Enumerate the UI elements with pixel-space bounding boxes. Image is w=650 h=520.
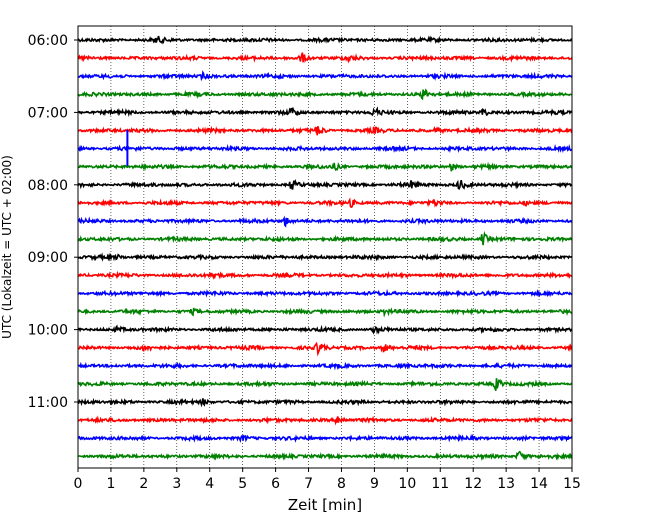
x-tick-label: 13	[497, 476, 515, 492]
x-tick-label: 14	[530, 476, 548, 492]
x-tick-label: 0	[74, 476, 83, 492]
x-tick-label: 6	[271, 476, 280, 492]
trace-line	[77, 106, 573, 118]
x-axis: 0 1 2 3 4 5 6 7 8 9 10 11 12 13 14 15	[74, 468, 581, 492]
y-tick-label: 10:00	[28, 323, 68, 339]
x-tick-label: 9	[370, 476, 379, 492]
trace-line	[77, 70, 573, 82]
x-tick-label: 15	[563, 476, 581, 492]
trace-line	[78, 415, 573, 426]
x-tick-label: 3	[172, 476, 181, 492]
trace-line	[77, 341, 573, 357]
y-tick-label: 09:00	[28, 250, 68, 266]
trace-line	[77, 433, 573, 443]
trace-line	[77, 270, 573, 280]
trace-group	[77, 35, 573, 461]
trace-line	[77, 450, 573, 461]
x-tick-label: 10	[398, 476, 416, 492]
x-tick-label: 11	[431, 476, 449, 492]
x-tick-label: 5	[238, 476, 247, 492]
trace-line	[77, 215, 573, 228]
trace-line	[77, 143, 573, 154]
x-tick-label: 8	[337, 476, 346, 492]
trace-line	[77, 378, 573, 391]
trace-line	[77, 178, 573, 190]
trace-line	[77, 324, 573, 335]
trace-line	[77, 125, 573, 136]
y-tick-label: 08:00	[28, 178, 68, 194]
plot-frame	[77, 25, 573, 469]
y-tick-label: 11:00	[28, 395, 68, 411]
y-axis-label: UTC (Lokalzeit = UTC + 02:00)	[0, 155, 14, 339]
trace-line	[77, 288, 573, 298]
x-tick-label: 4	[205, 476, 214, 492]
x-tick-label: 12	[464, 476, 482, 492]
x-tick-label: 1	[106, 476, 115, 492]
trace-line	[77, 88, 573, 101]
trace-line	[77, 35, 573, 45]
y-axis: 06:00 07:00 08:00 09:00 10:00 11:00	[28, 33, 78, 411]
y-tick-label: 06:00	[28, 33, 68, 49]
trace-line	[77, 161, 573, 172]
trace-line	[77, 52, 573, 64]
x-tick-label: 7	[304, 476, 313, 492]
x-axis-label: Zeit [min]	[288, 496, 362, 514]
trace-line	[77, 197, 573, 208]
trace-line	[77, 230, 573, 246]
y-tick-label: 07:00	[28, 105, 68, 121]
trace-line	[77, 252, 573, 262]
trace-line	[77, 307, 573, 318]
x-tick-label: 2	[139, 476, 148, 492]
trace-line	[77, 397, 573, 408]
trace-line	[77, 361, 573, 371]
